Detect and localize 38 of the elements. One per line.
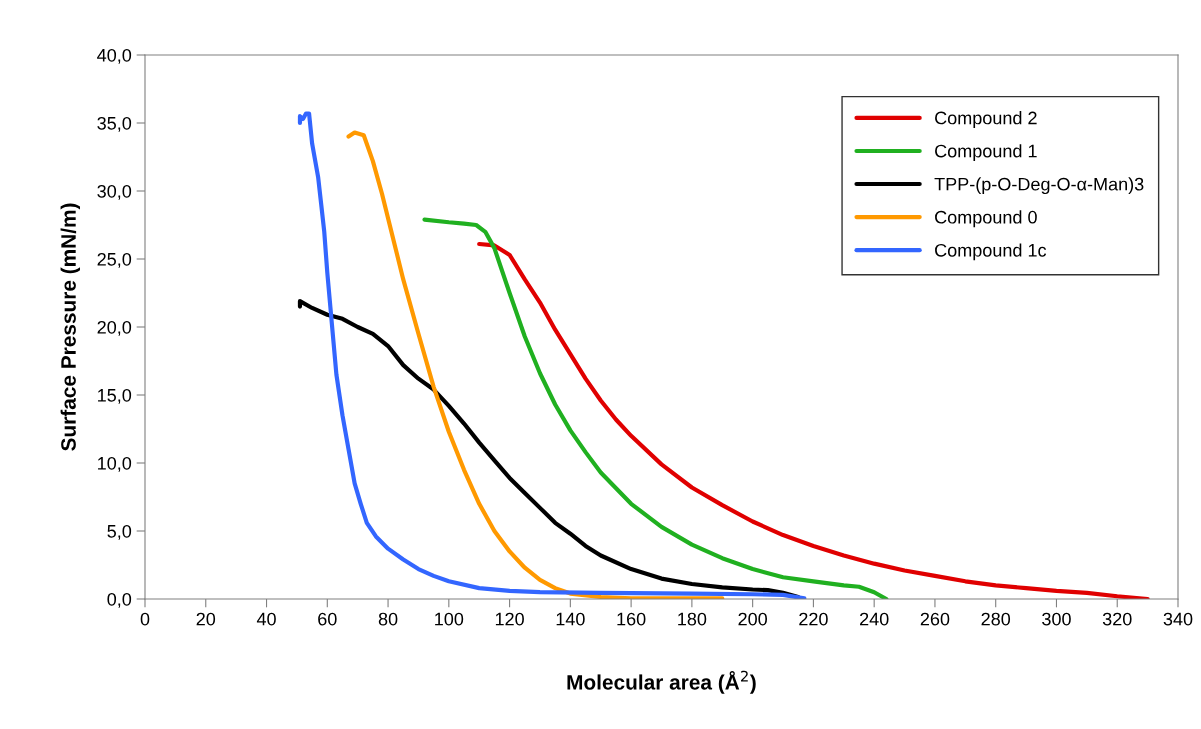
y-tick-label: 15,0 xyxy=(98,388,132,404)
line-series xyxy=(297,111,807,599)
x-tick-label: 120 xyxy=(495,612,524,626)
x-tick-label: 300 xyxy=(1042,612,1071,626)
legend-label: Compound 1c xyxy=(935,243,1047,261)
y-tick-label: 5,0 xyxy=(107,524,132,540)
x-tick-label: 40 xyxy=(256,612,276,626)
y-tick-label: 10,0 xyxy=(98,456,132,472)
y-tick-label: 20,0 xyxy=(97,320,132,336)
x-tick-label: 240 xyxy=(860,612,889,626)
x-tick-label: 260 xyxy=(920,612,950,626)
legend-label: TPP-(p-O-Deg-O-α-Man)3 xyxy=(934,177,1144,195)
y-tick-label: 0,0 xyxy=(107,592,132,608)
x-tick-label: 340 xyxy=(1163,612,1193,626)
line-series xyxy=(477,241,1150,599)
x-tick-label: 0 xyxy=(140,612,150,626)
legend-label: Compound 0 xyxy=(935,210,1037,228)
y-tick-label: 25,0 xyxy=(97,252,132,268)
y-tick-label: 30,0 xyxy=(97,184,132,200)
x-tick-label: 140 xyxy=(556,612,585,626)
x-tick-label: 160 xyxy=(617,612,646,626)
legend-label: Compound 2 xyxy=(935,111,1037,128)
x-tick-label: 280 xyxy=(981,612,1011,626)
x-tick-label: 220 xyxy=(799,612,828,626)
x-tick-label: 80 xyxy=(378,612,398,626)
x-axis-title: Molecular area (Å$^{2}$) xyxy=(567,670,756,694)
y-tick-label: 40,0 xyxy=(97,48,132,64)
legend-label: Compound 1 xyxy=(935,144,1037,162)
x-tick-label: 180 xyxy=(678,612,707,626)
x-tick-label: 100 xyxy=(435,612,464,626)
line-series xyxy=(346,130,725,599)
y-tick-label: 35,0 xyxy=(97,116,132,132)
x-tick-label: 200 xyxy=(738,612,767,626)
x-tick-label: 20 xyxy=(196,612,216,626)
y-axis-title: Surface Pressure (mN/m) xyxy=(60,203,80,451)
x-tick-label: 320 xyxy=(1102,612,1132,626)
line-series xyxy=(422,217,889,599)
x-tick-label: 60 xyxy=(318,612,337,626)
